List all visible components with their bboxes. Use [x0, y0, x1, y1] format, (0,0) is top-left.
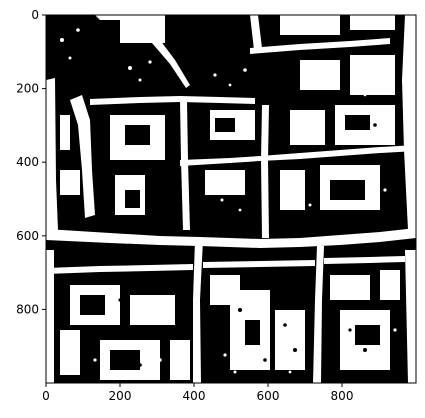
building-blocks: [80, 20, 380, 370]
y-tick-label: 400: [16, 155, 39, 169]
x-axis: 0 200 400 600 800: [42, 383, 353, 403]
black-speckles: [118, 118, 377, 367]
y-tick-label: 200: [16, 82, 39, 96]
x-tick-label: 800: [331, 389, 354, 403]
y-axis: 0 200 400 600 800: [16, 8, 46, 316]
x-tick-label: 600: [257, 389, 280, 403]
axes-frame: [45, 14, 417, 384]
x-tick-label: 0: [42, 389, 50, 403]
y-tick-label: 600: [16, 229, 39, 243]
x-tick-label: 200: [109, 389, 132, 403]
x-tick-label: 400: [183, 389, 206, 403]
white-speckles: [60, 28, 397, 374]
binary-map-image: [46, 15, 416, 383]
y-tick-label: 800: [16, 302, 39, 316]
y-tick-label: 0: [31, 8, 39, 22]
